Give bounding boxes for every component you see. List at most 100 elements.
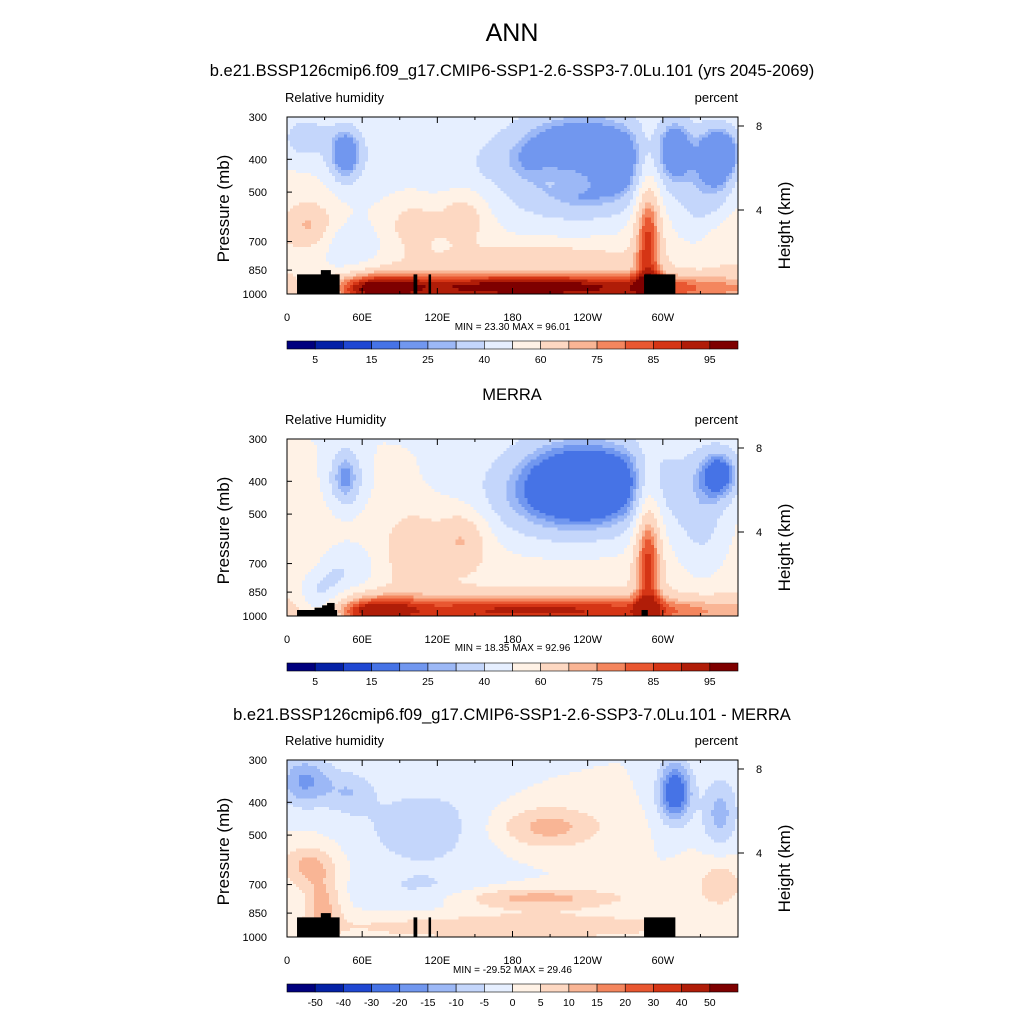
contour-cell (644, 574, 652, 579)
contour-cell (635, 580, 640, 585)
contour-cell (506, 498, 520, 502)
contour-cell (314, 901, 330, 906)
contour-cell (638, 243, 643, 248)
contour-cell (515, 202, 571, 207)
contour-cell (665, 607, 676, 611)
contour-cell (344, 571, 372, 576)
contour-cell (656, 237, 661, 242)
contour-cell (494, 509, 517, 514)
contour-cell (656, 580, 661, 585)
contour-cell (662, 140, 691, 145)
contour-cell (497, 845, 655, 850)
contour-cell (638, 143, 661, 148)
terrain-block (428, 274, 432, 294)
contour-cell (350, 471, 354, 475)
contour-cell (377, 249, 405, 254)
contour-cell (377, 833, 459, 838)
contour-cell (704, 468, 730, 473)
contour-cell (578, 196, 601, 201)
contour-cell (323, 492, 333, 496)
contour-cell (332, 789, 339, 794)
contour-cell (530, 128, 547, 133)
colorbar-label: -15 (420, 997, 435, 1009)
panel-1-title: b.e21.BSSP126cmip6.f09_g17.CMIP6-SSP1-2.… (209, 62, 815, 80)
contour-cell (575, 913, 739, 917)
contour-cell (287, 495, 324, 499)
contour-cell (419, 465, 493, 470)
contour-cell (629, 565, 637, 570)
contour-cell (485, 518, 502, 523)
contour-cell (653, 193, 661, 198)
contour-cell (689, 571, 715, 576)
contour-cell (635, 471, 640, 475)
contour-cell (662, 117, 691, 121)
contour-cell (497, 536, 538, 540)
contour-cell (662, 202, 682, 207)
contour-cell (644, 512, 655, 517)
contour-cell (632, 223, 640, 227)
contour-cell (503, 521, 535, 526)
contour-cell (515, 143, 526, 148)
contour-cell (476, 232, 517, 236)
contour-cell (686, 783, 691, 788)
contour-cell (623, 187, 631, 192)
contour-cell (365, 604, 408, 608)
contour-cell (467, 574, 631, 579)
contour-cell (569, 518, 592, 523)
contour-cell (665, 568, 688, 573)
contour-cell (359, 288, 423, 292)
contour-cell (662, 801, 670, 805)
contour-cell (668, 780, 682, 785)
contour-cell (287, 571, 309, 576)
contour-cell (458, 836, 490, 841)
contour-cell (638, 548, 643, 552)
contour-cell (635, 792, 655, 796)
contour-cell (650, 217, 655, 221)
contour-cell (656, 559, 661, 564)
contour-cell (509, 152, 520, 156)
contour-cell (647, 495, 652, 499)
contour-cell (725, 506, 739, 511)
contour-cell (287, 176, 318, 180)
contour-cell (347, 282, 354, 286)
contour-cell (641, 571, 646, 576)
contour-cell (701, 810, 712, 814)
contour-cell (728, 456, 739, 461)
contour-cell (650, 252, 655, 257)
contour-cell (377, 232, 399, 236)
contour-cell (710, 211, 733, 215)
contour-cell (404, 255, 634, 260)
contour-cell (596, 539, 631, 543)
contour-cell (728, 810, 739, 814)
contour-cell (491, 503, 511, 508)
contour-cell (443, 904, 490, 909)
contour-cell (638, 483, 646, 487)
contour-cell (641, 214, 655, 218)
contour-cell (341, 500, 354, 505)
contour-cell (491, 465, 517, 470)
contour-cell (389, 536, 459, 540)
contour-cell (371, 557, 390, 561)
contour-cell (452, 285, 604, 289)
contour-cell (695, 170, 733, 174)
contour-cell (452, 892, 484, 897)
contour-cell (650, 495, 664, 499)
contour-cell (734, 480, 739, 484)
colorbar-bin (540, 662, 570, 672)
contour-cell (725, 819, 736, 823)
contour-cell (338, 498, 357, 502)
contour-cell (653, 176, 661, 180)
contour-cell (362, 173, 484, 177)
contour-cell (434, 878, 526, 882)
contour-cell (497, 217, 565, 221)
contour-cell (611, 604, 628, 608)
contour-cell (719, 223, 739, 227)
contour-cell (713, 459, 721, 464)
contour-cell (488, 500, 511, 505)
contour-cell (659, 480, 694, 484)
contour-cell (632, 515, 640, 520)
contour-cell (341, 471, 351, 475)
contour-cell (287, 246, 330, 251)
contour-cell (734, 495, 739, 499)
contour-cell (299, 202, 318, 207)
